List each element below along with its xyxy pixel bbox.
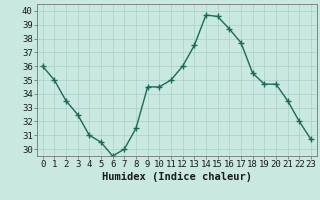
- X-axis label: Humidex (Indice chaleur): Humidex (Indice chaleur): [102, 172, 252, 182]
